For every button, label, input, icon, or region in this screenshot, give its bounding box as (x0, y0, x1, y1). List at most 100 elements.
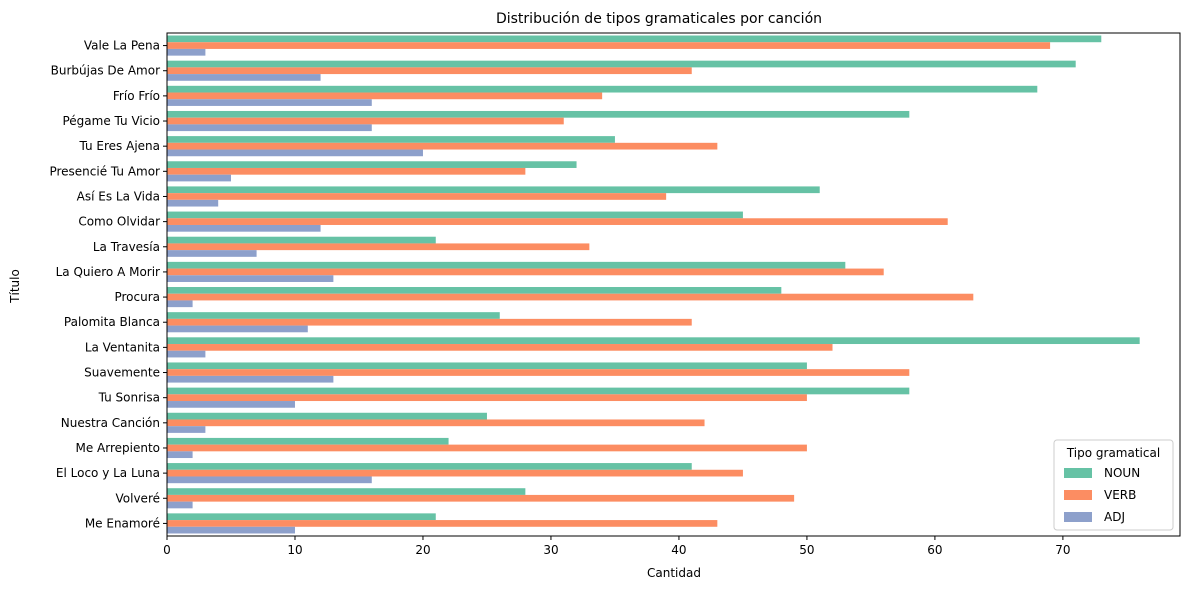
x-tick-label: 60 (927, 543, 942, 557)
bar-adj (167, 501, 193, 509)
bar-noun (167, 488, 526, 495)
x-axis: 0 10 20 30 40 50 60 70 (163, 536, 1071, 557)
bar-noun (167, 236, 436, 244)
y-tick-label: Suavemente (84, 366, 160, 380)
x-tick-label: 0 (163, 543, 171, 557)
bar-adj (167, 74, 321, 81)
bar-noun (167, 287, 782, 294)
y-tick-label: Burbújas De Amor (51, 64, 160, 78)
legend-swatch-noun (1064, 468, 1092, 478)
bar-adj (167, 99, 372, 106)
bar-noun (167, 186, 820, 194)
bar-noun (167, 85, 1038, 93)
bar-verb (167, 92, 603, 100)
legend: Tipo gramatical NOUN VERB ADJ (1053, 439, 1174, 531)
y-tick-label: Así Es La Vida (77, 189, 160, 203)
y-tick-label: El Loco y La Luna (56, 466, 160, 480)
bar-adj (167, 325, 308, 333)
bar-adj (167, 426, 206, 433)
bar-verb (167, 444, 807, 452)
bar-verb (167, 344, 833, 351)
y-tick-label: La Ventanita (85, 340, 160, 354)
legend-swatch-verb (1064, 490, 1092, 500)
x-tick-label: 40 (671, 543, 686, 557)
bar-noun (167, 437, 449, 445)
bar-noun (167, 136, 615, 143)
bar-verb (167, 318, 692, 326)
y-axis-label: Título (8, 269, 22, 304)
y-tick-label: Como Olvidar (78, 215, 160, 229)
bar-adj (167, 375, 334, 383)
bar-verb (167, 218, 948, 225)
bar-verb (167, 142, 718, 150)
bar-verb (167, 117, 564, 125)
bar-noun (167, 261, 846, 269)
bar-noun (167, 60, 1076, 68)
bar-adj (167, 350, 206, 358)
y-tick-label: Palomita Blanca (64, 315, 160, 329)
y-tick-label: Me Enamoré (85, 516, 160, 530)
bar-noun (167, 387, 910, 395)
bar-noun (167, 35, 1102, 43)
x-tick-label: 10 (287, 543, 302, 557)
bar-adj (167, 300, 193, 308)
bar-adj (167, 174, 231, 182)
y-axis: Vale La Pena Burbújas De Amor Frío Frío Pég… (49, 39, 167, 530)
bar-noun (167, 211, 743, 219)
bar-noun (167, 463, 692, 470)
y-tick-label: La Quiero A Morir (56, 265, 160, 279)
y-tick-label: Tu Eres Ajena (78, 139, 160, 153)
x-tick-label: 70 (1055, 543, 1070, 557)
legend-label-noun: NOUN (1104, 466, 1140, 480)
legend-title: Tipo gramatical (1066, 446, 1160, 460)
y-tick-label: Nuestra Canción (61, 416, 160, 430)
legend-box (1053, 439, 1174, 531)
bar-adj (167, 199, 219, 207)
bar-adj (167, 476, 372, 484)
legend-label-adj: ADJ (1104, 510, 1125, 524)
bar-adj (167, 224, 321, 232)
bar-adj (167, 149, 423, 157)
y-tick-label: Tu Sonrisa (98, 391, 160, 405)
bar-adj (167, 124, 372, 132)
bar-verb (167, 167, 526, 175)
bar-verb (167, 268, 884, 276)
bar-noun (167, 513, 436, 521)
bar-verb (167, 469, 743, 477)
bar-verb (167, 42, 1051, 49)
bar-verb (167, 419, 705, 427)
bar-verb (167, 243, 590, 251)
bar-adj (167, 401, 295, 408)
bar-noun (167, 362, 807, 370)
legend-label-verb: VERB (1104, 488, 1136, 502)
bar-adj (167, 526, 295, 534)
bar-adj (167, 275, 334, 282)
legend-swatch-adj (1064, 512, 1092, 522)
bar-verb (167, 494, 795, 502)
y-tick-label: Presencié Tu Amor (49, 164, 160, 178)
bar-verb (167, 193, 667, 200)
chart-title: Distribución de tipos gramaticales por c… (496, 11, 822, 27)
plot-frame (166, 32, 1181, 537)
bar-noun (167, 412, 487, 420)
bar-verb (167, 369, 910, 376)
bar-noun (167, 161, 577, 168)
bar-adj (167, 48, 206, 56)
plot-area (166, 32, 1181, 537)
bar-noun (167, 312, 500, 319)
bar-noun (167, 337, 1140, 345)
x-axis-label: Cantidad (647, 566, 701, 580)
bar-verb (167, 67, 692, 75)
y-tick-label: La Travesía (93, 240, 160, 254)
y-tick-label: Pégame Tu Vicio (62, 114, 160, 128)
y-tick-label: Procura (114, 290, 160, 304)
x-tick-label: 30 (543, 543, 558, 557)
bar-verb (167, 394, 807, 402)
y-tick-label: Vale La Pena (84, 39, 160, 53)
bar-adj (167, 250, 257, 257)
y-tick-label: Me Arrepiento (75, 441, 160, 455)
bar-verb (167, 520, 718, 527)
bar-noun (167, 110, 910, 118)
bar-verb (167, 293, 974, 301)
